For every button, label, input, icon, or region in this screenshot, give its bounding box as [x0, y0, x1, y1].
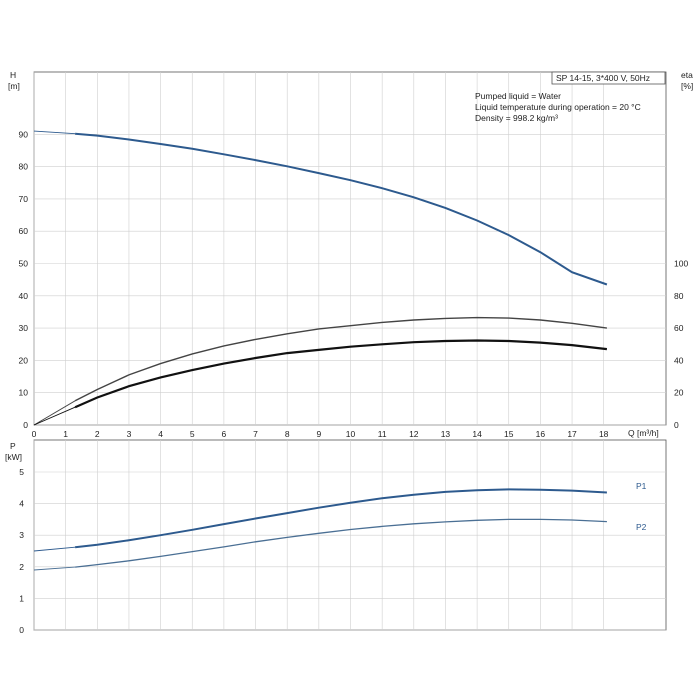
top-series-0-extrapolated — [33, 130, 76, 135]
top-x-tick-label: 14 — [472, 429, 482, 439]
top-y-tick-label: 70 — [19, 194, 29, 204]
bottom-y-tick-label: 1 — [19, 593, 24, 603]
bottom-series-1-extrapolated — [33, 566, 76, 571]
top-x-tick-label: 7 — [253, 429, 258, 439]
title-box — [551, 71, 666, 85]
top-chart-frame — [33, 71, 667, 426]
top-chart-series — [33, 130, 608, 426]
x-axis-label-q: Q [m³/h] — [628, 428, 659, 438]
top-x-tick-label: 12 — [409, 429, 419, 439]
top-y2-tick-label: 40 — [674, 355, 684, 365]
top-series-2-extrapolated — [33, 406, 76, 426]
y2-axis-label-eta: eta — [681, 70, 693, 80]
top-x-tick-label: 0 — [32, 429, 37, 439]
series-label-p1: P1 — [636, 481, 647, 491]
top-x-tick-label: 1 — [63, 429, 68, 439]
y-axis-label-p-unit: [kW] — [5, 452, 22, 462]
top-y2-tick-label: 100 — [674, 259, 688, 269]
top-y-tick-label: 0 — [23, 420, 28, 430]
note-pumped-liquid: Pumped liquid = Water — [475, 91, 561, 101]
note-liquid-temperature: Liquid temperature during operation = 20… — [475, 102, 641, 112]
bottom-series-0-extrapolated — [33, 546, 76, 552]
top-x-tick-label: 15 — [504, 429, 514, 439]
top-chart-grid — [33, 71, 667, 426]
top-y2-tick-label: 0 — [674, 420, 679, 430]
bottom-series-1-line — [75, 518, 607, 568]
top-x-tick-label: 9 — [316, 429, 321, 439]
top-series-1-extrapolated — [33, 400, 76, 426]
top-chart-ticks: 0 1 2 3 4 5 6 7 8 9 10 11 12 13 14 15 16 17 18010203040506… — [19, 129, 689, 439]
top-y-tick-label: 10 — [19, 388, 29, 398]
y-axis-label-h-unit: [m] — [8, 81, 20, 91]
top-x-tick-label: 10 — [346, 429, 356, 439]
top-x-tick-label: 4 — [158, 429, 163, 439]
bottom-y-tick-label: 2 — [19, 562, 24, 572]
bottom-y-tick-label: 4 — [19, 499, 24, 509]
y-axis-label-p: P — [10, 441, 16, 451]
top-x-tick-label: 17 — [567, 429, 577, 439]
chart-title: SP 14-15, 3*400 V, 50Hz — [556, 73, 650, 83]
top-x-tick-label: 13 — [441, 429, 451, 439]
top-y-tick-label: 50 — [19, 259, 29, 269]
bottom-chart-series — [33, 488, 607, 571]
top-y-tick-label: 30 — [19, 323, 29, 333]
top-x-tick-label: 16 — [536, 429, 546, 439]
top-y-tick-label: 90 — [19, 129, 29, 139]
bottom-y-tick-label: 3 — [19, 530, 24, 540]
bottom-series-0-line — [74, 488, 607, 549]
bottom-chart-ticks: 0 1 2 3 4 5 — [19, 467, 24, 635]
y-axis-label-h: H — [10, 70, 16, 80]
top-y-tick-label: 60 — [19, 226, 29, 236]
top-x-tick-label: 11 — [378, 429, 387, 439]
top-series-1-line — [74, 316, 607, 402]
top-y2-tick-label: 20 — [674, 388, 684, 398]
note-density: Density = 998.2 kg/m³ — [475, 113, 558, 123]
top-y2-tick-label: 80 — [674, 291, 684, 301]
top-y-tick-label: 20 — [19, 355, 29, 365]
y2-axis-label-eta-unit: [%] — [681, 81, 693, 91]
top-x-tick-label: 2 — [95, 429, 100, 439]
top-x-tick-label: 6 — [222, 429, 227, 439]
top-x-tick-label: 3 — [127, 429, 132, 439]
bottom-chart-grid — [33, 439, 667, 631]
top-x-tick-label: 5 — [190, 429, 195, 439]
top-y-tick-label: 40 — [19, 291, 29, 301]
top-series-0-line — [75, 132, 608, 286]
top-y2-tick-label: 60 — [674, 323, 684, 333]
top-y-tick-label: 80 — [19, 162, 29, 172]
top-x-tick-label: 8 — [285, 429, 290, 439]
top-series-2-line — [74, 339, 608, 409]
bottom-y-tick-label: 0 — [19, 625, 24, 635]
top-x-tick-label: 18 — [599, 429, 609, 439]
series-label-p2: P2 — [636, 522, 647, 532]
bottom-y-tick-label: 5 — [19, 467, 24, 477]
